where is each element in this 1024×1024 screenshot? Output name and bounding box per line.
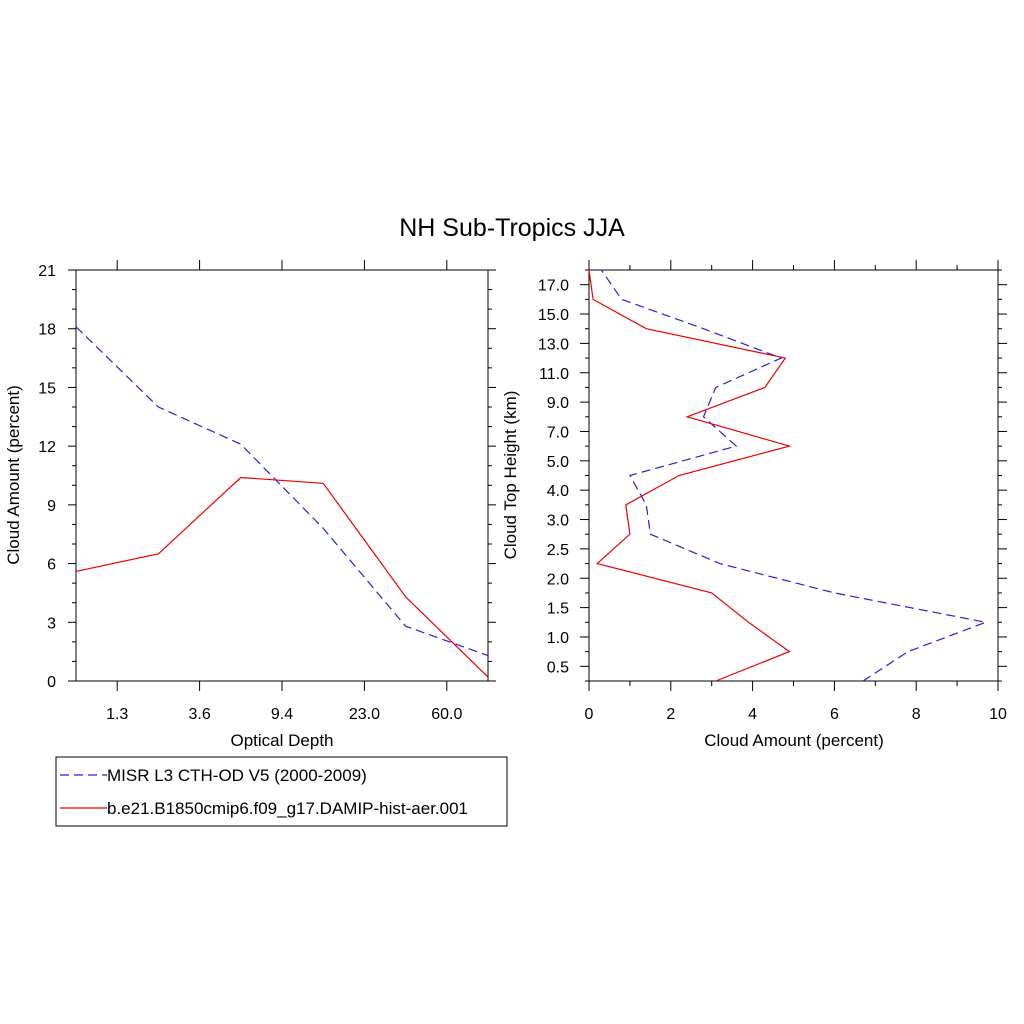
left-series-line-obs [75,326,489,657]
legend: MISR L3 CTH-OD V5 (2000-2009) b.e21.B185… [55,756,508,827]
right-ytick-label: 3.0 [547,513,569,530]
left-ytick-label: 0 [47,674,56,691]
right-ytick-label: 2.5 [547,542,569,559]
right-ytick-label: 2.0 [547,571,569,588]
left-ytick-label: 12 [38,439,56,456]
left-ytick-label: 21 [38,263,56,280]
right-xtick-label: 2 [666,706,675,723]
right-ytick-label: 0.5 [547,659,569,676]
right-xtick-label: 0 [585,706,594,723]
right-ytick-label: 7.0 [547,424,569,441]
left-series-line-model [75,476,489,678]
left-ytick-label: 9 [47,498,56,515]
right-ytick-label: 9.0 [547,395,569,412]
right-ytick-label: 13.0 [538,336,569,353]
left-ytick-label: 3 [47,615,56,632]
right-xtick-label: 8 [912,706,921,723]
right-series [588,269,988,682]
right-ytick-label: 4.0 [547,483,569,500]
left-xtick-label: 3.6 [188,706,210,723]
left-y-axis-label: Cloud Amount (percent) [4,385,23,565]
legend-box [55,756,508,827]
left-xtick-label: 60.0 [431,706,462,723]
right-series-line-obs [600,269,988,682]
left-ytick-label: 18 [38,322,56,339]
left-xtick-label: 1.3 [106,706,128,723]
right-xtick-label: 6 [830,706,839,723]
right-ytick-label: 11.0 [539,366,569,383]
right-series-line-model [588,269,792,682]
right-y-axis-label: Cloud Top Height (km) [501,391,520,560]
left-panel-optical-depth: 0 3 6 9 12 15 18 21 1.3 3.6 9.4 23.0 60.0 Optical De… [4,260,496,750]
right-ytick-label: 1.5 [547,601,569,618]
right-axes: 0 2 4 6 8 10 0.5 1.0 1.5 2.0 2.5 3.0 4.0 5.0 7.0 9.0 11.… [538,260,1007,723]
chart-title: NH Sub-Tropics JJA [399,214,625,242]
left-x-axis-label: Optical Depth [231,731,334,750]
left-xtick-label: 9.4 [271,706,293,723]
legend-label-obs: MISR L3 CTH-OD V5 (2000-2009) [107,766,367,785]
right-xtick-label: 10 [989,706,1007,723]
right-x-axis-label: Cloud Amount (percent) [704,731,884,750]
right-ytick-label: 15.0 [538,307,569,324]
left-xtick-label: 23.0 [349,706,380,723]
left-axes: 0 3 6 9 12 15 18 21 1.3 3.6 9.4 23.0 60.0 [38,260,496,723]
right-ytick-label: 17.0 [538,278,569,295]
right-ytick-label: 5.0 [547,454,569,471]
left-series [75,326,489,678]
legend-label-model: b.e21.B1850cmip6.f09_g17.DAMIP-hist-aer.… [107,799,468,818]
right-ytick-label: 1.0 [547,630,569,647]
right-xtick-label: 4 [748,706,757,723]
left-ytick-label: 15 [38,380,56,397]
right-panel-cloud-top-height: 0 2 4 6 8 10 0.5 1.0 1.5 2.0 2.5 3.0 4.0 5.0 7.0 9.0 11.… [501,260,1007,750]
left-ytick-label: 6 [47,557,56,574]
